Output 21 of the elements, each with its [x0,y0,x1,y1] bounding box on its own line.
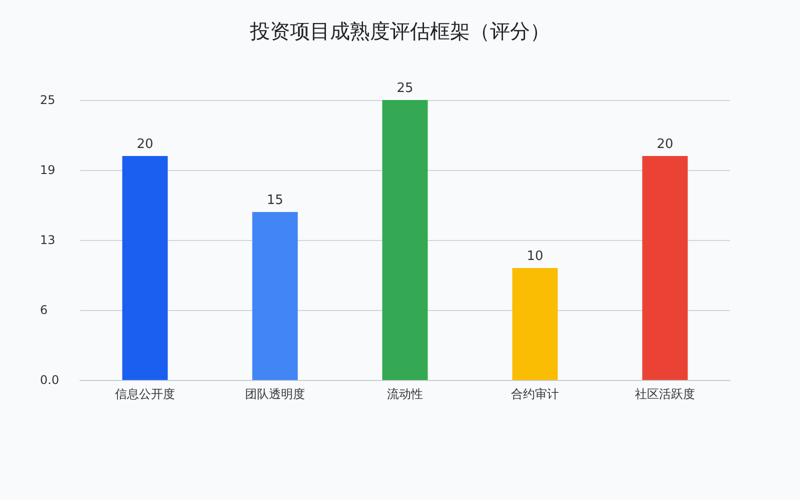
data-label: 15 [266,193,284,208]
bar [512,268,558,380]
bar [382,100,428,380]
x-tick-label: 流动性 [387,387,423,401]
chart-title: 投资项目成熟度评估框架（评分） [249,19,550,43]
data-label: 25 [396,81,414,96]
data-label: 20 [136,137,154,152]
x-tick-label: 社区活跃度 [635,387,695,401]
y-tick-label: 13 [40,233,56,247]
x-tick-label: 合约审计 [511,387,559,401]
data-label: 20 [656,137,674,152]
bar [252,212,298,380]
y-tick-label: 6 [40,303,48,317]
y-tick-label: 0.0 [40,373,60,387]
bar [642,156,688,380]
data-label: 10 [526,249,544,264]
x-tick-label: 团队透明度 [245,387,305,401]
y-tick-label: 19 [40,163,56,177]
x-tick-label: 信息公开度 [115,387,175,401]
bar [122,156,168,380]
y-tick-label: 25 [40,93,56,107]
